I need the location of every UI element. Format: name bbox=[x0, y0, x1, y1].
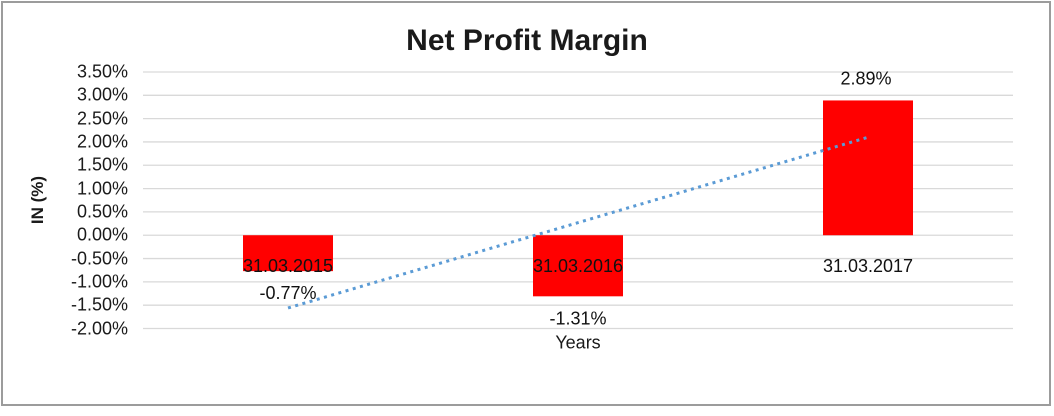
chart-title: Net Profit Margin bbox=[406, 24, 648, 57]
bar-31.03.2016 bbox=[533, 235, 623, 297]
y-tick-label: -2.00% bbox=[70, 318, 128, 338]
y-tick-label: 1.00% bbox=[76, 178, 128, 199]
category-label: 31.03.2016 bbox=[533, 256, 623, 276]
category-label: 31.03.2017 bbox=[823, 256, 913, 276]
trendline bbox=[287, 135, 869, 310]
y-tick-label: 2.00% bbox=[76, 131, 128, 152]
x-axis-title: Years bbox=[555, 332, 601, 353]
y-tick-label: 3.50% bbox=[76, 61, 128, 82]
y-tick-label: 3.00% bbox=[76, 84, 128, 105]
y-tick-label: 2.50% bbox=[76, 108, 128, 129]
y-tick-label: -1.50% bbox=[70, 294, 128, 315]
data-label: 2.89% bbox=[840, 68, 891, 88]
y-tick-label: 0.50% bbox=[76, 201, 128, 222]
category-label: 31.03.2015 bbox=[243, 256, 333, 276]
data-label: -1.31% bbox=[549, 308, 606, 328]
bar-31.03.2017 bbox=[823, 100, 913, 236]
y-tick-label: -0.50% bbox=[70, 248, 128, 269]
bar-31.03.2015 bbox=[243, 235, 333, 272]
y-tick-label: 1.50% bbox=[76, 154, 128, 175]
y-tick-label: 0.00% bbox=[76, 224, 128, 245]
data-label: -0.77% bbox=[259, 283, 316, 303]
y-tick-label: -1.00% bbox=[70, 271, 128, 292]
